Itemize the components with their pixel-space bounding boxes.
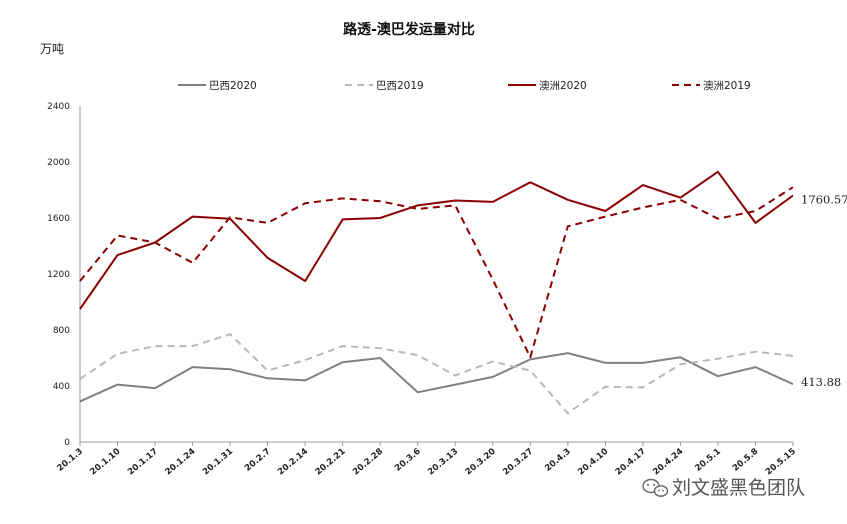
x-tick-label: 20.2.14	[276, 447, 310, 478]
legend-label-4: 澳洲2019	[703, 79, 751, 92]
end-value-label-1: 1760.57	[801, 193, 847, 207]
series-layer	[79, 170, 794, 415]
x-tick-label: 20.2.7	[243, 447, 273, 474]
x-tick-label: 20.3.13	[426, 447, 460, 478]
y-axis-unit: 万吨	[40, 42, 64, 56]
x-tick-label: 20.5.1	[693, 447, 723, 474]
x-tick-label: 20.4.3	[543, 447, 573, 474]
x-tick-label: 20.4.24	[651, 447, 685, 478]
series-line-1	[79, 352, 794, 403]
y-axis: 0 400 800 1200 1600 2000 2400	[47, 102, 81, 448]
y-tick-label: 400	[53, 382, 70, 392]
x-axis: 20.1.3 20.1.10 20.1.17 20.1.24 20.1.31 20.2.7…	[55, 441, 798, 478]
x-tick-label: 20.5.15	[764, 447, 798, 478]
legend-label-1: 巴西2020	[209, 80, 257, 92]
series-line-4	[79, 186, 794, 359]
y-tick-label: 1200	[47, 270, 70, 280]
watermark: 刘文盛黑色团队	[642, 477, 805, 499]
x-tick-label: 20.1.10	[88, 447, 122, 478]
series-line-2	[79, 333, 794, 415]
y-tick-label: 2000	[47, 158, 70, 168]
x-tick-label: 20.2.28	[351, 447, 385, 478]
legend-label-3: 澳洲2020	[539, 79, 587, 92]
x-tick-label: 20.1.31	[201, 447, 235, 478]
y-tick-label: 800	[53, 326, 70, 336]
legend: 巴西2020 巴西2019 澳洲2020 澳洲2019	[178, 79, 751, 92]
wechat-icon	[642, 478, 669, 497]
x-tick-label: 20.5.8	[731, 447, 761, 474]
annotations: 1760.57 413.88	[801, 193, 847, 390]
x-tick-label: 20.3.27	[501, 447, 535, 478]
x-tick-label: 20.1.24	[163, 447, 197, 478]
y-tick-label: 2400	[47, 102, 70, 112]
y-tick-label: 0	[64, 438, 70, 448]
y-tick-label: 1600	[47, 214, 70, 224]
end-value-label-2: 413.88	[801, 375, 841, 389]
x-tick-label: 20.2.21	[314, 447, 348, 478]
legend-label-2: 巴西2019	[376, 80, 424, 92]
series-line-3	[79, 170, 794, 310]
watermark-text: 刘文盛黑色团队	[672, 477, 805, 499]
x-tick-label: 20.3.20	[464, 447, 498, 478]
chart-title: 路透-澳巴发运量对比	[343, 21, 475, 38]
x-tick-label: 20.3.6	[393, 447, 423, 474]
x-tick-label: 20.1.17	[126, 447, 160, 478]
x-tick-label: 20.4.17	[614, 447, 648, 478]
x-tick-label: 20.1.3	[55, 447, 85, 474]
x-tick-label: 20.4.10	[576, 447, 610, 478]
